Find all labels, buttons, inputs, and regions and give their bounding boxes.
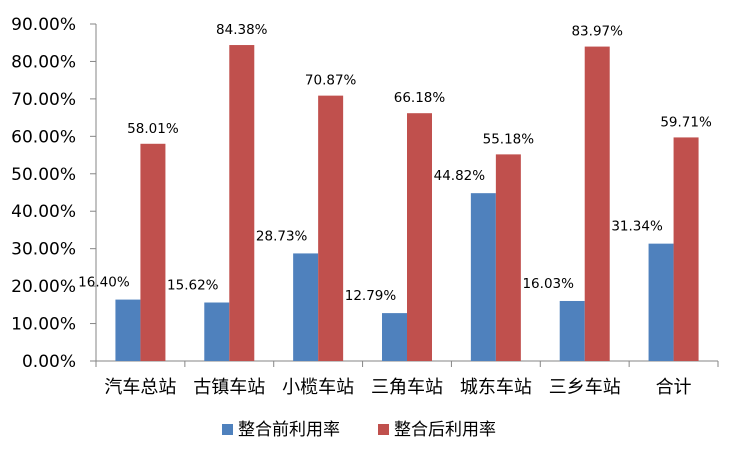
x-category-label: 合计 <box>656 377 692 398</box>
bar-after <box>407 113 432 362</box>
data-labels: 16.40% 15.62% 28.73% 12.79% 44.82% 16.03% 31.3… <box>78 22 712 304</box>
y-tick-label: 10.00% <box>11 315 76 335</box>
x-category-label: 城东车站 <box>460 377 532 398</box>
data-label-before: 12.79% <box>345 288 397 304</box>
legend-label: 整合前利用率 <box>238 420 340 440</box>
data-label-after: 84.38% <box>216 22 268 38</box>
data-label-after: 66.18% <box>394 90 446 106</box>
bar-after <box>584 46 610 361</box>
bars <box>115 45 699 362</box>
data-label-before: 15.62% <box>167 278 219 294</box>
bar-before <box>293 253 319 361</box>
y-tick-label: 20.00% <box>11 277 76 297</box>
y-tick-label: 70.00% <box>11 90 76 110</box>
bar-before <box>559 300 585 361</box>
y-tick-label: 0.00% <box>22 352 76 372</box>
y-tick-label: 50.00% <box>11 165 76 185</box>
x-category-label: 三角车站 <box>371 377 443 398</box>
y-tick-label: 80.00% <box>11 52 76 72</box>
data-label-before: 44.82% <box>434 168 486 184</box>
y-axis: 0.00% 10.00% 20.00% 30.00% 40.00% 50.00% 60.00… <box>11 15 97 372</box>
x-category-label: 小榄车站 <box>282 377 354 398</box>
bar-before <box>115 299 141 361</box>
legend-label: 整合后利用率 <box>394 420 496 440</box>
legend-swatch <box>378 424 389 435</box>
x-category-label: 古镇车站 <box>193 377 265 398</box>
bar-after <box>229 45 255 362</box>
bar-after <box>673 137 699 361</box>
bar-before <box>648 243 674 361</box>
x-category-label: 三乡车站 <box>549 377 621 398</box>
data-label-after: 55.18% <box>483 131 535 147</box>
data-label-before: 28.73% <box>256 228 308 244</box>
data-label-after: 59.71% <box>660 114 712 130</box>
y-tick-label: 90.00% <box>11 15 76 35</box>
data-label-before: 16.03% <box>522 276 574 292</box>
y-tick-label: 40.00% <box>11 202 76 222</box>
legend: 整合前利用率 整合后利用率 <box>222 420 496 440</box>
y-tick-label: 60.00% <box>11 127 76 147</box>
data-label-after: 70.87% <box>305 73 357 89</box>
bar-after <box>318 95 344 361</box>
y-tick-label: 30.00% <box>11 240 76 260</box>
data-label-after: 58.01% <box>127 121 179 137</box>
x-category-label: 汽车总站 <box>104 377 176 398</box>
x-axis: 汽车总站 古镇车站 小榄车站 三角车站 城东车站 三乡车站 合计 <box>95 360 719 398</box>
bar-before <box>470 193 496 361</box>
bar-before <box>204 302 230 361</box>
legend-swatch <box>222 424 233 435</box>
data-label-before: 31.34% <box>611 219 663 235</box>
bar-before <box>382 313 407 361</box>
bar-after <box>140 143 166 361</box>
bar-after <box>495 154 521 361</box>
data-label-before: 16.40% <box>78 275 130 291</box>
data-label-after: 83.97% <box>571 24 623 40</box>
